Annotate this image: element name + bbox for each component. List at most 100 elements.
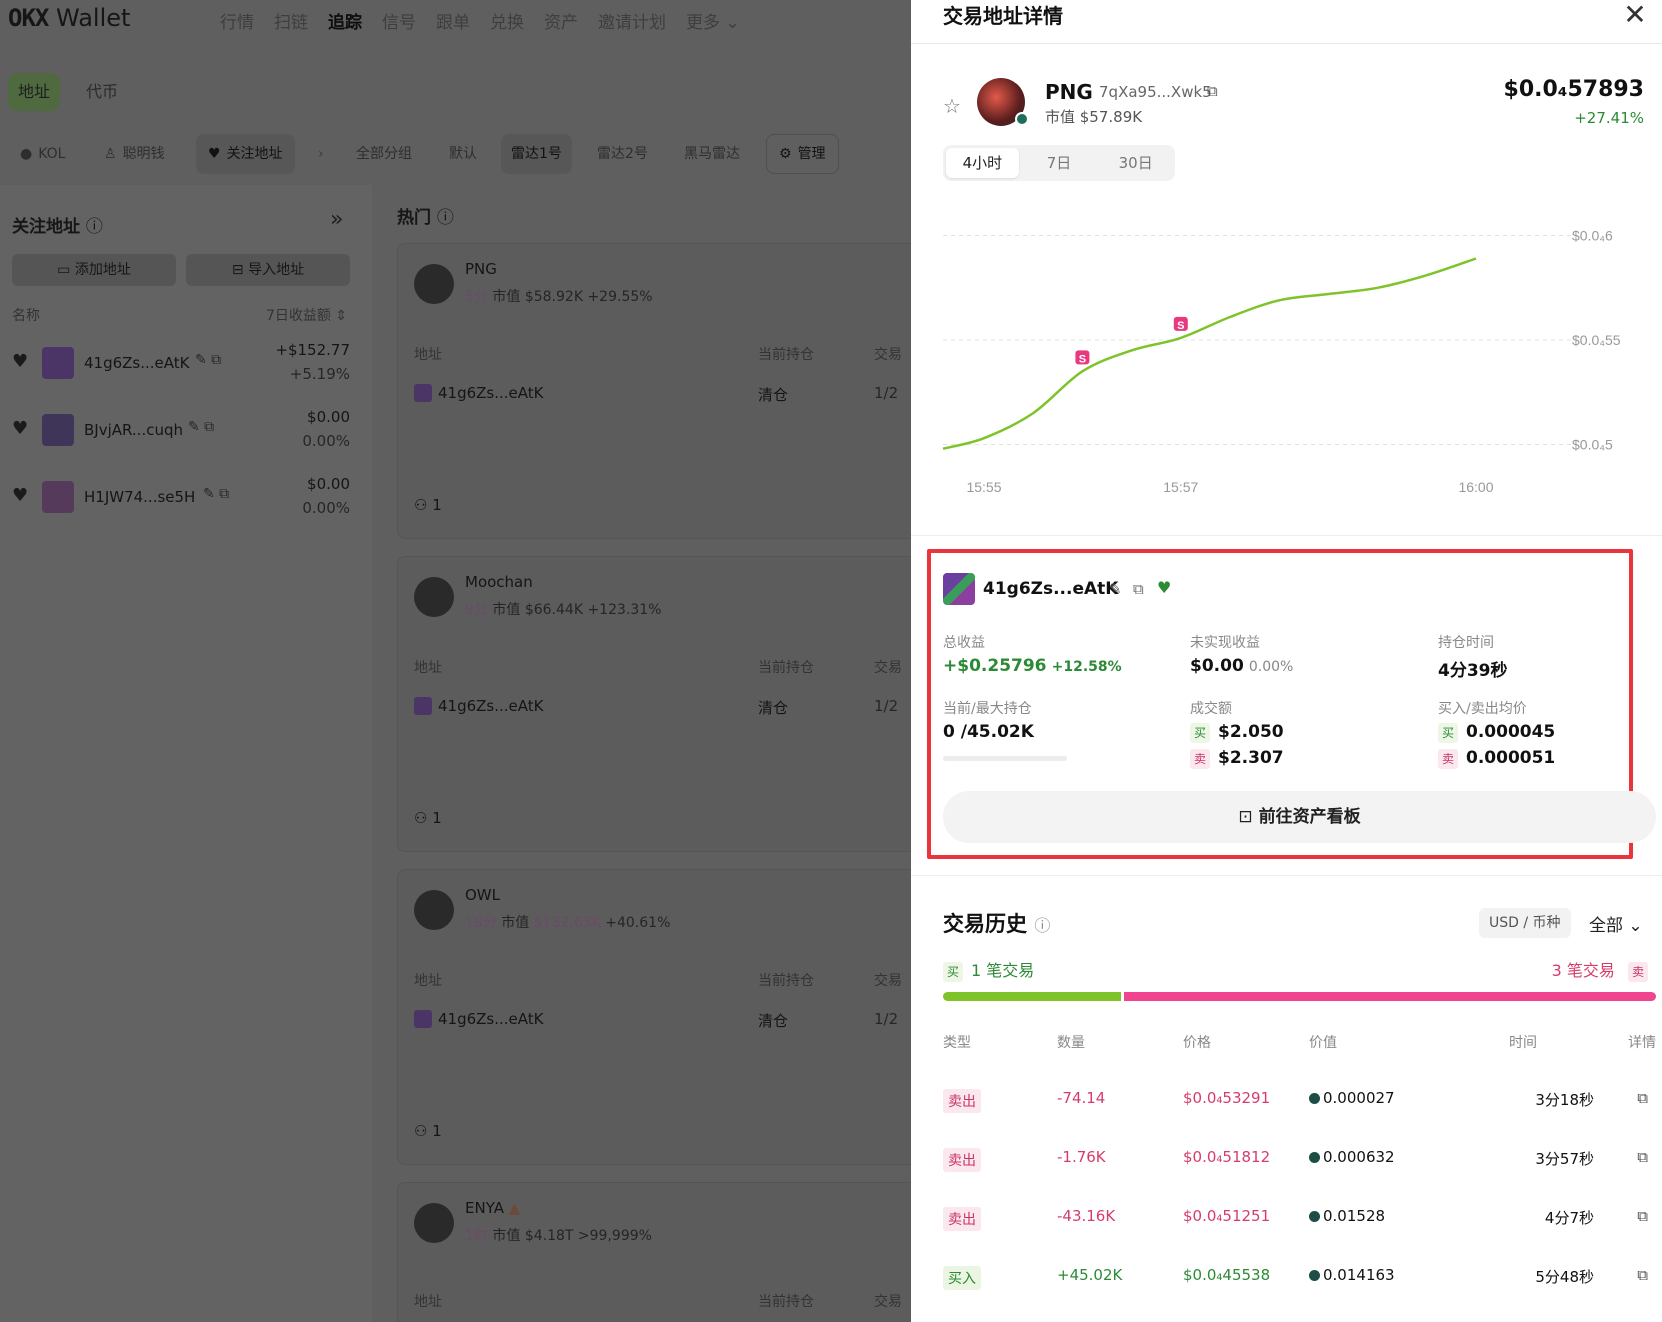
sell-count: 3 笔交易 卖 [1552,957,1648,982]
trade-count: 1/2 [874,1010,899,1028]
heart-icon[interactable]: ♥ [12,351,29,372]
price-line [942,257,1477,450]
x-tick-label: 15:57 [1163,479,1198,495]
table-row[interactable]: 卖出 -74.14 $0.0₄53291 0.000027 3分18秒 ⧉ [911,1071,1662,1127]
highlight-box [927,549,1633,859]
col-7d-profit[interactable]: 7日收益额 ⇕ [266,308,348,324]
copy-icon[interactable]: ⧉ [1133,580,1144,598]
table-row[interactable]: 卖出 -1.76K $0.0₄51812 0.000632 3分57秒 ⧉ [911,1130,1662,1186]
nav-track[interactable]: 追踪 [328,13,362,33]
watch-item[interactable]: ♥ H1JW74...se5H ✎ ⧉ $0.00 0.00% [0,467,372,531]
unit-toggle[interactable]: USD / 币种 [1479,908,1571,938]
address-label[interactable]: 41g6Zs...eAtK [438,384,544,402]
filter-smart-money[interactable]: ♙ 聪明钱 [104,134,165,174]
x-tick-label: 16:00 [1458,479,1493,495]
external-link-icon[interactable]: ⧉ [1637,1207,1648,1225]
okx-logo[interactable]: OKX Wallet [8,4,131,32]
chevron-down-icon: ⌄ [725,13,740,33]
hot-card[interactable]: ENYA ▲ 1时 市值 $4.18T >99,999% 地址 当前持仓 交易 [397,1182,911,1322]
avg-price-label: 买入/卖出均价 [1438,701,1527,717]
tab-address[interactable]: 地址 [8,73,61,111]
hot-card[interactable]: OWL 18分 市值 $132.63K +40.61% 地址 当前持仓 交易 4… [397,869,911,1165]
range-30d[interactable]: 30日 [1118,154,1153,172]
price-chart: S S $0.0₄6 $0.0₄55 $0.0₄5 15:55 15:57 16:00 [942,228,1621,495]
heart-icon[interactable]: ♥ [1157,578,1172,597]
tab-token[interactable]: 代币 [86,82,119,101]
address-label: BJvjAR...cuqh [84,421,183,439]
trade-type: 卖出 [943,1089,981,1113]
filter-watch[interactable]: ♥ 关注地址 [196,134,295,174]
token-address: 7qXa95...Xwk5 [1099,83,1212,101]
address-label[interactable]: 41g6Zs...eAtK [438,697,544,715]
watch-item[interactable]: ♥ BJvjAR...cuqh ✎ ⧉ $0.00 0.00% [0,400,372,464]
heart-icon[interactable]: ♥ [12,418,29,439]
watch-item[interactable]: ♥ 41g6Zs...eAtK ✎ ⧉ +$152.77 +5.19% [0,333,372,397]
range-7d[interactable]: 7日 [1046,154,1072,172]
background-app: OKX Wallet 行情 扫链 追踪 信号 跟单 兑换 资产 邀请计划 更多 … [0,0,911,1322]
trade-time: 3分18秒 [1535,1091,1594,1109]
heart-icon[interactable]: ♥ [12,485,29,506]
nav-signal[interactable]: 信号 [382,13,416,33]
avatar [414,1010,432,1028]
col-trade: 交易 [874,1294,902,1310]
volume-label: 成交额 [1190,701,1232,717]
group-default[interactable]: 默认 [449,146,477,162]
edit-icon[interactable]: ✎ ⧉ [203,486,230,502]
group-dark-horse[interactable]: 黑马雷达 [684,146,740,162]
position-label: 当前/最大持仓 [943,701,1032,717]
group-all[interactable]: 全部分组 [356,146,412,162]
external-link-icon[interactable]: ⧉ [1637,1266,1648,1284]
nav-invite[interactable]: 邀请计划 [598,13,666,33]
sell-marker[interactable]: S [1173,316,1188,332]
star-icon[interactable]: ☆ [943,94,961,118]
table-row[interactable]: 卖出 -43.16K $0.0₄51251 0.01528 4分7秒 ⧉ [911,1189,1662,1245]
range-4h[interactable]: 4小时 [946,148,1019,178]
panel-title: 交易地址详情 [943,4,1063,28]
close-icon[interactable]: ✕ [1623,0,1647,31]
address-label[interactable]: 41g6Zs...eAtK [438,1010,544,1028]
col-address: 地址 [414,660,442,676]
hot-card[interactable]: Moochan 9分 市值 $66.44K +123.31% 地址 当前持仓 交… [397,556,911,852]
group-radar-2[interactable]: 雷达2号 [597,146,648,162]
group-radar-1[interactable]: 雷达1号 [501,134,572,174]
buy-avg-price: 买 0.000045 [1438,722,1555,743]
warning-icon: ▲ [508,1199,521,1217]
import-address-button[interactable]: ⊟ 导入地址 [186,254,350,286]
sell-avg-price: 卖 0.000051 [1438,748,1555,769]
nav-assets[interactable]: 资产 [544,13,578,33]
filter-kol[interactable]: ● KOL [20,134,65,174]
external-link-icon[interactable]: ⧉ [1637,1148,1648,1166]
nav-scan[interactable]: 扫链 [274,13,308,33]
edit-icon[interactable]: ✎ ⧉ [195,352,222,368]
hot-title: 热门 ⓘ [397,208,454,228]
col-qty: 数量 [1057,1035,1085,1051]
sol-icon [1309,1093,1320,1104]
edit-icon[interactable]: ✎ ⧉ [188,419,215,435]
trade-price: $0.0₄51812 [1183,1148,1271,1166]
nav-copy[interactable]: 跟单 [436,13,470,33]
nav-swap[interactable]: 兑换 [490,13,524,33]
trade-time: 4分7秒 [1544,1209,1594,1227]
history-filter[interactable]: 全部 ⌄ [1589,916,1643,936]
add-address-button[interactable]: ▭ 添加地址 [12,254,176,286]
copy-icon[interactable]: ⧉ [1207,82,1218,100]
collapse-icon[interactable]: » [330,207,344,232]
token-meta: 1时 市值 $4.18T >99,999% [465,1228,652,1244]
nav-market[interactable]: 行情 [220,13,254,33]
wallet-address: 41g6Zs...eAtK [983,579,1119,599]
avatar [42,347,74,379]
token-avatar [414,577,454,617]
table-row[interactable]: 买入 +45.02K $0.0₄45538 0.014163 5分48秒 ⧉ [911,1248,1662,1304]
col-address: 地址 [414,1294,442,1310]
x-tick-label: 15:55 [966,479,1001,495]
hot-card[interactable]: PNG 5分 市值 $58.92K +29.55% 地址 当前持仓 交易 41g… [397,243,911,539]
nav-more[interactable]: 更多 ⌄ [686,13,740,33]
edit-icon[interactable]: ✎ [1109,580,1122,598]
token-name: ENYA ▲ [465,1199,521,1217]
asset-dashboard-button[interactable]: ⊡ 前往资产看板 [943,791,1656,843]
sell-marker[interactable]: S [1075,350,1090,365]
trade-qty: -43.16K [1057,1207,1116,1225]
external-link-icon[interactable]: ⧉ [1637,1089,1648,1107]
manage-button[interactable]: ⚙ 管理 [766,134,839,174]
